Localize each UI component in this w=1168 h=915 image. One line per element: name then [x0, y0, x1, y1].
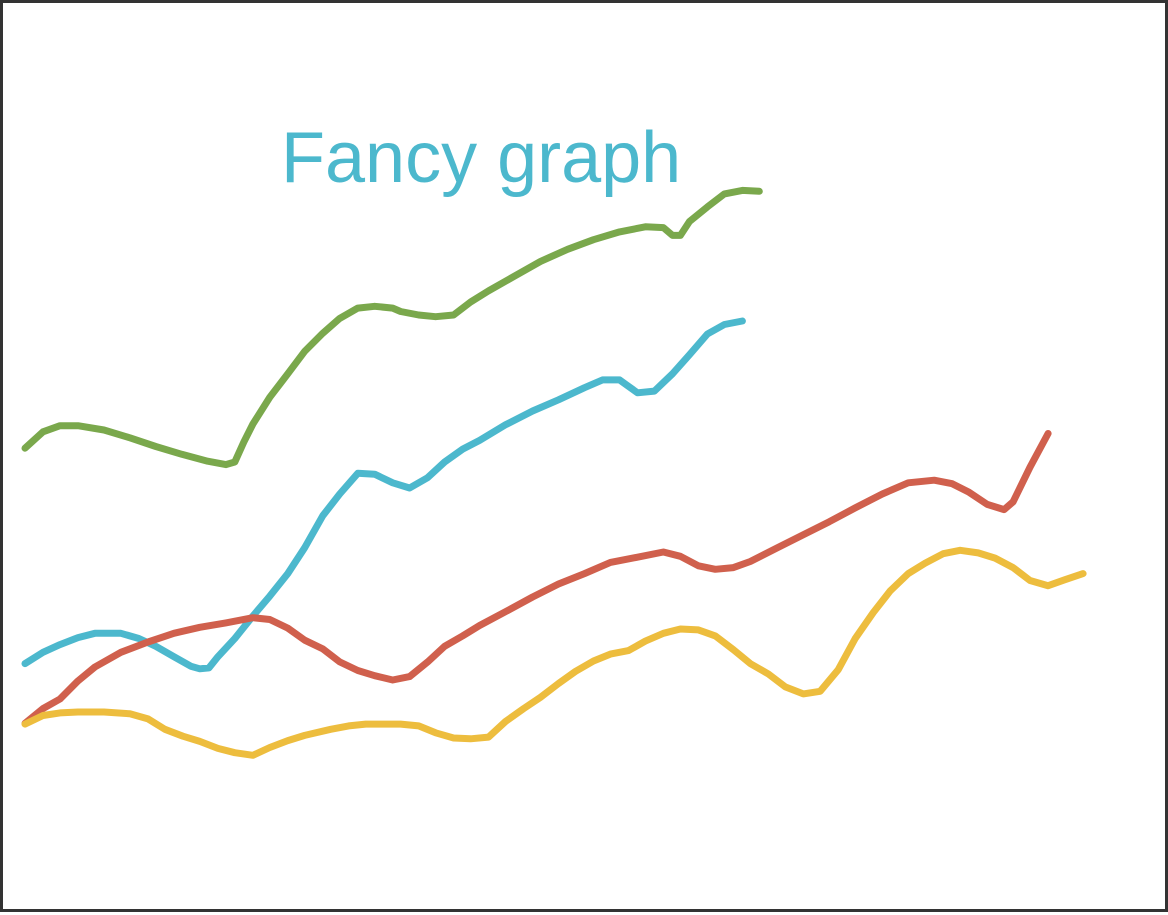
series-line-4 — [21, 546, 1087, 759]
series-line-3 — [21, 430, 1052, 727]
series-line-1 — [21, 186, 763, 469]
line-chart: Fancy graph — [21, 118, 1087, 759]
series-line-2 — [21, 317, 746, 673]
chart-title: Fancy graph — [281, 118, 681, 198]
series-layer — [21, 186, 1087, 759]
